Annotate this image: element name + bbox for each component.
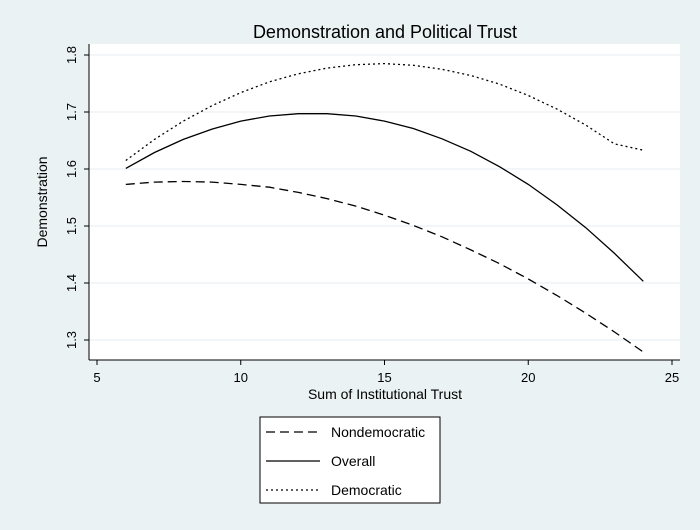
chart-title: Demonstration and Political Trust bbox=[253, 22, 517, 42]
legend: Nondemocratic Overall Democratic bbox=[259, 416, 441, 504]
legend-label-overall: Overall bbox=[331, 453, 375, 469]
legend-label-nondemocratic: Nondemocratic bbox=[331, 424, 425, 440]
series-line-overall bbox=[125, 113, 644, 282]
legend-items: Nondemocratic Overall Democratic bbox=[266, 424, 425, 498]
y-tick-label-5: 1.8 bbox=[64, 46, 79, 64]
y-axis-label: Demonstration bbox=[34, 156, 50, 247]
plot-area bbox=[89, 44, 680, 360]
y-tick-label-2: 1.5 bbox=[64, 217, 79, 235]
legend-label-democratic: Democratic bbox=[331, 482, 402, 498]
y-tick-label-1: 1.4 bbox=[64, 274, 79, 292]
x-tick-label-1: 10 bbox=[234, 370, 248, 385]
x-tick-label-3: 20 bbox=[521, 370, 535, 385]
y-tick-label-3: 1.6 bbox=[64, 160, 79, 178]
y-tick-label-0: 1.3 bbox=[64, 331, 79, 349]
legend-box bbox=[259, 416, 441, 504]
y-ticks: 1.3 1.4 1.5 1.6 1.7 1.8 bbox=[64, 46, 89, 349]
x-tick-label-2: 15 bbox=[377, 370, 391, 385]
x-axis-label: Sum of Institutional Trust bbox=[308, 386, 462, 402]
y-tick-label-4: 1.7 bbox=[64, 103, 79, 121]
x-tick-label-4: 25 bbox=[665, 370, 679, 385]
series-line-nondemocratic bbox=[125, 180, 644, 353]
series-lines bbox=[125, 62, 644, 353]
x-tick-label-0: 5 bbox=[93, 370, 100, 385]
gridlines bbox=[89, 54, 680, 341]
series-line-democratic bbox=[125, 62, 644, 162]
x-ticks: 5 10 15 20 25 bbox=[93, 360, 679, 385]
